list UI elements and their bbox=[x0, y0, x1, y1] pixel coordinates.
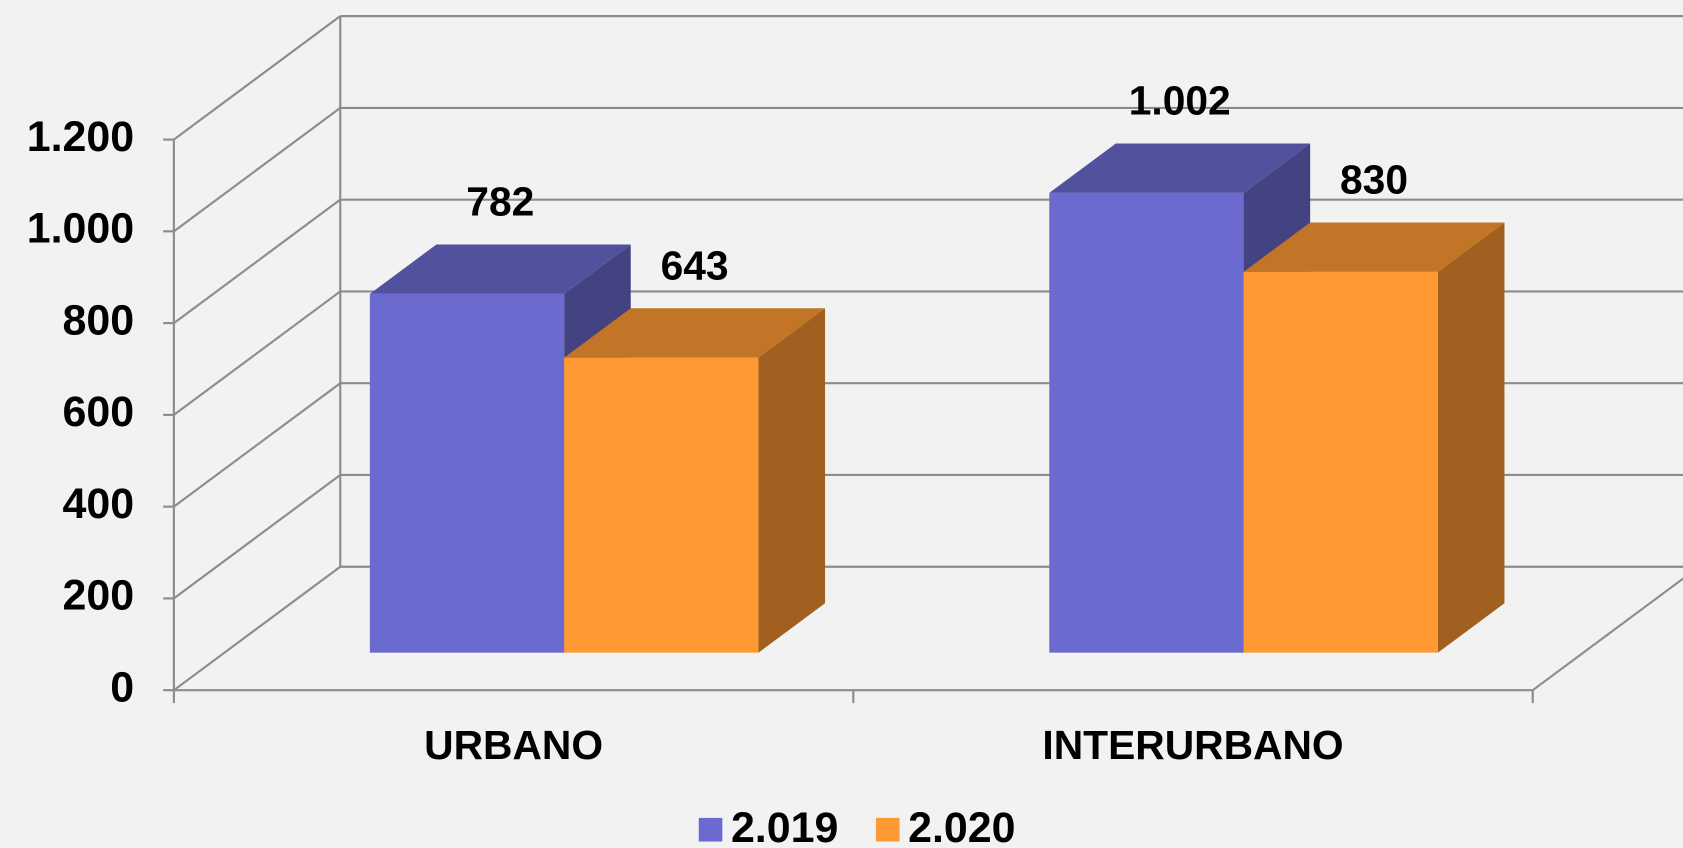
y-tick-label: 1.200 bbox=[27, 113, 134, 161]
bar-top bbox=[1243, 222, 1505, 272]
bar-front bbox=[1243, 271, 1438, 653]
bar-side bbox=[1437, 222, 1505, 653]
y-tick-label: 400 bbox=[63, 480, 135, 528]
legend-label: 2.020 bbox=[908, 804, 1015, 848]
legend-swatch bbox=[875, 817, 900, 842]
grid-line bbox=[173, 565, 341, 692]
bar-side bbox=[758, 308, 826, 653]
bar-front bbox=[1049, 192, 1244, 653]
y-tick-label: 200 bbox=[63, 572, 135, 620]
bar bbox=[564, 308, 826, 653]
bar bbox=[1243, 222, 1505, 653]
legend-swatch bbox=[698, 817, 723, 842]
y-tick-label: 600 bbox=[63, 388, 135, 436]
bar-top bbox=[1049, 143, 1311, 193]
bar-front bbox=[564, 357, 759, 653]
floor-edge bbox=[1532, 577, 1683, 692]
y-tick-label: 800 bbox=[63, 296, 135, 344]
x-tick-label: INTERURBANO bbox=[1042, 722, 1343, 768]
grid-line bbox=[173, 382, 341, 508]
grid-line bbox=[173, 15, 341, 141]
grid-line bbox=[173, 474, 341, 600]
bar-top bbox=[369, 244, 631, 294]
y-tick-label: 1.000 bbox=[27, 205, 134, 253]
data-label: 830 bbox=[1340, 156, 1408, 202]
data-label: 1.002 bbox=[1129, 78, 1231, 124]
grid-line bbox=[173, 290, 341, 416]
grid-line bbox=[173, 198, 341, 324]
data-label: 643 bbox=[661, 242, 729, 288]
grid-line bbox=[173, 107, 341, 233]
data-label: 782 bbox=[466, 179, 534, 225]
bar-top bbox=[564, 308, 826, 358]
bar-front bbox=[369, 293, 565, 653]
y-tick-label: 0 bbox=[110, 664, 134, 712]
x-tick-label: URBANO bbox=[424, 722, 603, 768]
legend-label: 2.019 bbox=[731, 804, 838, 848]
